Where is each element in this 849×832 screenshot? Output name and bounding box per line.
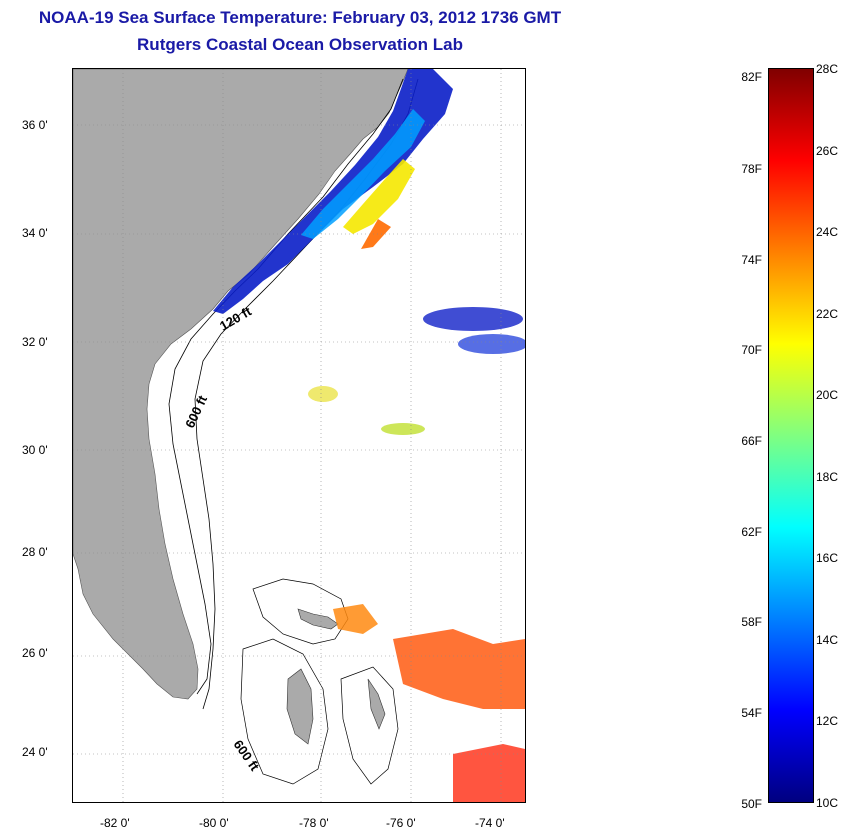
- sst-patch-midshelf: [301, 109, 425, 239]
- colorbar-f-70: 70F: [741, 343, 762, 357]
- contour-120ft: [168, 78, 404, 695]
- lon-label-80: -80 0': [199, 816, 229, 830]
- grand-bahama-land: [297, 608, 339, 630]
- colorbar-c-18: 18C: [816, 470, 839, 484]
- sst-patch-offshore-cold-2: [458, 334, 525, 354]
- sst-patch-warm-bahamas: [333, 604, 378, 634]
- lon-label-76: -76 0': [386, 816, 416, 830]
- colorbar-f-74: 74F: [741, 253, 762, 267]
- contour-bahamas-east: [340, 666, 399, 785]
- map-subtitle: Rutgers Coastal Ocean Observation Lab: [137, 35, 463, 54]
- colorbar-c-16: 16C: [816, 551, 839, 565]
- colorbar-f-54: 54F: [741, 706, 762, 720]
- lon-label-82: -82 0': [100, 816, 130, 830]
- sst-patch-warm-south: [393, 629, 525, 709]
- lat-label-26: 26 0': [22, 646, 48, 660]
- colorbar-c-14: 14C: [816, 633, 839, 647]
- colorbar-c-10: 10C: [816, 796, 839, 810]
- colorbar-c-28: 28C: [816, 62, 839, 76]
- colorbar-f-58: 58F: [741, 615, 762, 629]
- lat-label-34: 34 0': [22, 226, 48, 240]
- lat-label-32: 32 0': [22, 335, 48, 349]
- colorbar-c-12: 12C: [816, 714, 839, 728]
- lon-label-78: -78 0': [299, 816, 329, 830]
- sst-patch-offshore-warm: [381, 423, 425, 435]
- lat-label-28: 28 0': [22, 545, 48, 559]
- sst-patch-mid-warm: [308, 386, 338, 402]
- lat-label-24: 24 0': [22, 745, 48, 759]
- sst-patch-cold-north: [213, 69, 453, 314]
- colorbar-c-20: 20C: [816, 388, 839, 402]
- map-title: NOAA-19 Sea Surface Temperature: Februar…: [38, 8, 562, 27]
- us-landmass: [73, 69, 409, 700]
- colorbar-f-50: 50F: [741, 797, 762, 811]
- sst-patch-gulfstream-edge: [343, 159, 415, 234]
- colorbar-f-82: 82F: [741, 70, 762, 84]
- colorbar-c-24: 24C: [816, 225, 839, 239]
- sst-patch-warm-front: [361, 219, 391, 249]
- eleuthera-land: [367, 678, 386, 730]
- colorbar-f-78: 78F: [741, 162, 762, 176]
- sst-map: 120 ft 600 ft 600 ft: [72, 68, 526, 803]
- sst-patch-warm-south-2: [453, 744, 525, 802]
- colorbar-f-62: 62F: [741, 525, 762, 539]
- lat-label-30: 30 0': [22, 443, 48, 457]
- map-grid: [73, 69, 525, 802]
- colorbar-c-26: 26C: [816, 144, 839, 158]
- contour-label-600ft-north: 600 ft: [182, 393, 210, 431]
- sst-patch-offshore-cold: [423, 307, 523, 331]
- contour-bahamas-south: [240, 638, 329, 785]
- andros-land: [286, 668, 314, 745]
- colorbar-c-22: 22C: [816, 307, 839, 321]
- lon-label-74: -74 0': [475, 816, 505, 830]
- contour-label-600ft-south: 600 ft: [231, 737, 263, 774]
- colorbar-f-66: 66F: [741, 434, 762, 448]
- temperature-colorbar: [768, 68, 814, 803]
- sst-map-svg: 120 ft 600 ft 600 ft: [73, 69, 525, 802]
- lat-label-36: 36 0': [22, 118, 48, 132]
